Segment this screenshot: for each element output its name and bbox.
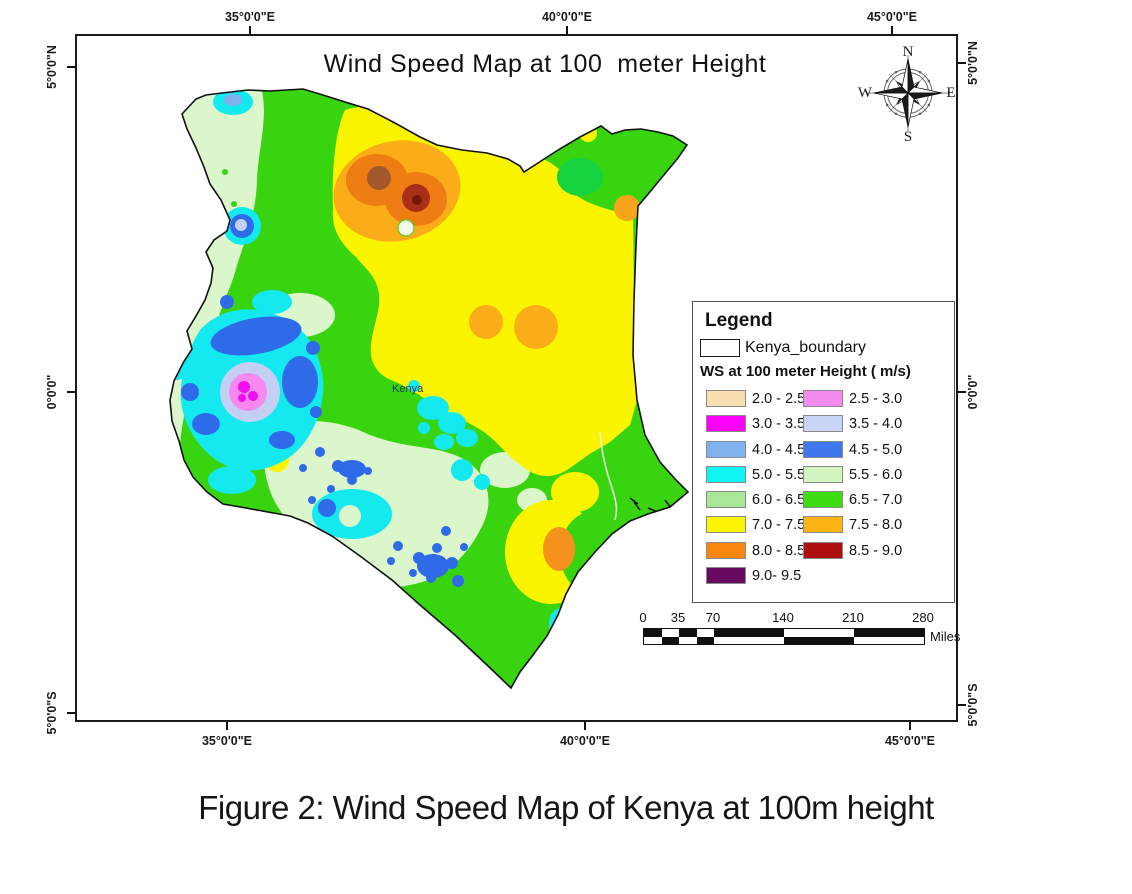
white-ring-spot <box>397 219 415 237</box>
graticule-tick <box>67 712 75 714</box>
scalebar-number: 70 <box>705 610 721 625</box>
legend-range-label: 7.0 - 7.5 <box>752 517 806 534</box>
legend-swatch <box>803 491 843 509</box>
legend-title: Legend <box>705 310 773 331</box>
map-title: Wind Speed Map at 100 meter Height <box>323 50 767 78</box>
legend-row: 3.0 - 3.5 3.5 - 4.0 <box>693 411 954 436</box>
legend-range-label: 5.0 - 5.5 <box>752 466 806 483</box>
legend-row: 2.0 - 2.5 2.5 - 3.0 <box>693 386 954 411</box>
graticule-label-left: 0°0'0" <box>45 374 59 410</box>
legend-swatch <box>706 465 746 483</box>
graticule-tick <box>566 26 568 34</box>
legend-section-title: WS at 100 meter Height ( m/s) <box>700 363 911 380</box>
scalebar-number: 35 <box>670 610 686 625</box>
compass-main-points <box>873 58 943 128</box>
legend-range-label: 6.0 - 6.5 <box>752 492 806 509</box>
legend-range-label: 9.0- 9.5 <box>752 568 802 585</box>
kenya-map-canvas: Kenya <box>169 88 690 690</box>
graticule-label-top: 35°0'0"E <box>224 10 276 24</box>
legend-range-label: 7.5 - 8.0 <box>849 517 903 534</box>
graticule-tick <box>958 62 966 64</box>
scalebar-number: 280 <box>912 610 934 625</box>
legend-swatch <box>706 390 746 407</box>
legend-range-label: 4.0 - 4.5 <box>752 441 806 458</box>
graticule-label-top: 45°0'0"E <box>866 10 918 24</box>
legend-range-label: 2.5 - 3.0 <box>849 391 903 407</box>
legend-swatch <box>706 516 746 534</box>
country-label: Kenya <box>392 383 424 395</box>
legend-row: 7.0 - 7.5 7.5 - 8.0 <box>693 512 954 537</box>
legend-range-label: 2.0 - 2.5 <box>752 391 806 407</box>
graticule-tick <box>958 704 966 706</box>
legend-row: 5.0 - 5.5 5.5 - 6.0 <box>693 462 954 487</box>
graticule-tick <box>67 66 75 68</box>
river-line <box>599 431 618 521</box>
legend-swatch <box>803 541 843 559</box>
figure-caption: Figure 2: Wind Speed Map of Kenya at 100… <box>198 789 934 826</box>
legend-swatch <box>706 567 746 585</box>
graticule-label-right: 0°0'0" <box>966 374 980 410</box>
graticule-tick <box>67 391 75 393</box>
compass-w-label: W <box>858 85 873 101</box>
legend-class-grid: 2.0 - 2.5 2.5 - 3.0 3.0 - 3.5 3.5 - 4.0 … <box>693 386 954 588</box>
region-blue-speckles <box>299 447 468 587</box>
compass-s-label: S <box>904 129 912 145</box>
legend-swatch <box>803 465 843 483</box>
legend-row: 8.0 - 8.5 8.5 - 9.0 <box>693 538 954 563</box>
legend-range-label: 3.0 - 3.5 <box>752 416 806 433</box>
wind-speed-regions <box>170 89 688 688</box>
region-west-lowwind-cluster <box>170 89 324 494</box>
graticule-label-top: 40°0'0"E <box>541 10 593 24</box>
kenya-boundary-label: Kenya_boundary <box>745 339 866 356</box>
legend-swatch <box>706 440 746 458</box>
legend-swatch <box>803 516 843 534</box>
region-orange-hotspots <box>333 140 640 571</box>
graticule-tick <box>249 26 251 34</box>
legend-range-label: 3.5 - 4.0 <box>849 416 903 433</box>
graticule-label-left: 5°0'0"N <box>45 45 59 89</box>
legend-row: 9.0- 9.5 <box>693 563 954 588</box>
scalebar-unit: Miles <box>930 629 961 644</box>
legend-panel: Legend Kenya_boundary WS at 100 meter He… <box>692 301 955 603</box>
graticule-tick <box>584 722 586 730</box>
legend-swatch <box>706 491 746 509</box>
legend-swatch <box>706 415 746 433</box>
legend-row: 4.0 - 4.5 4.5 - 5.0 <box>693 437 954 462</box>
graticule-label-bottom: 35°0'0"E <box>201 734 253 748</box>
graticule-label-bottom: 45°0'0"E <box>884 734 936 748</box>
graticule-tick <box>958 391 966 393</box>
legend-range-label: 8.5 - 9.0 <box>849 542 903 559</box>
graticule-tick <box>909 722 911 730</box>
scalebar-number: 0 <box>639 610 647 625</box>
legend-swatch <box>803 390 843 407</box>
legend-range-label: 4.5 - 5.0 <box>849 441 903 458</box>
compass-n-label: N <box>903 44 914 60</box>
scalebar <box>643 628 925 645</box>
legend-range-label: 5.5 - 6.0 <box>849 466 903 483</box>
legend-boundary-row: Kenya_boundary <box>693 338 954 358</box>
kenya-boundary-swatch <box>700 339 740 357</box>
legend-swatch <box>706 541 746 559</box>
compass-rose: N E S W <box>858 44 956 145</box>
legend-range-label: 6.5 - 7.0 <box>849 492 903 509</box>
region-green-ne <box>557 158 603 196</box>
legend-row: 6.0 - 6.5 6.5 - 7.0 <box>693 487 954 512</box>
graticule-tick <box>226 722 228 730</box>
graticule-label-right: 5°0'0"N <box>966 41 980 85</box>
graticule-label-bottom: 40°0'0"E <box>559 734 611 748</box>
scalebar-number: 210 <box>842 610 864 625</box>
scalebar-number: 140 <box>772 610 794 625</box>
legend-swatch <box>803 415 843 433</box>
legend-range-label: 8.0 - 8.5 <box>752 542 806 559</box>
graticule-tick <box>891 26 893 34</box>
scalebar-numbers: 0 35 70 140 210 280 <box>639 610 933 625</box>
kenya-boundary-outline <box>169 88 690 690</box>
graticule-label-right: 5°0'0"S <box>966 683 980 727</box>
legend-swatch <box>803 440 843 458</box>
compass-e-label: E <box>946 85 955 101</box>
graticule-label-left: 5°0'0"S <box>45 691 59 735</box>
